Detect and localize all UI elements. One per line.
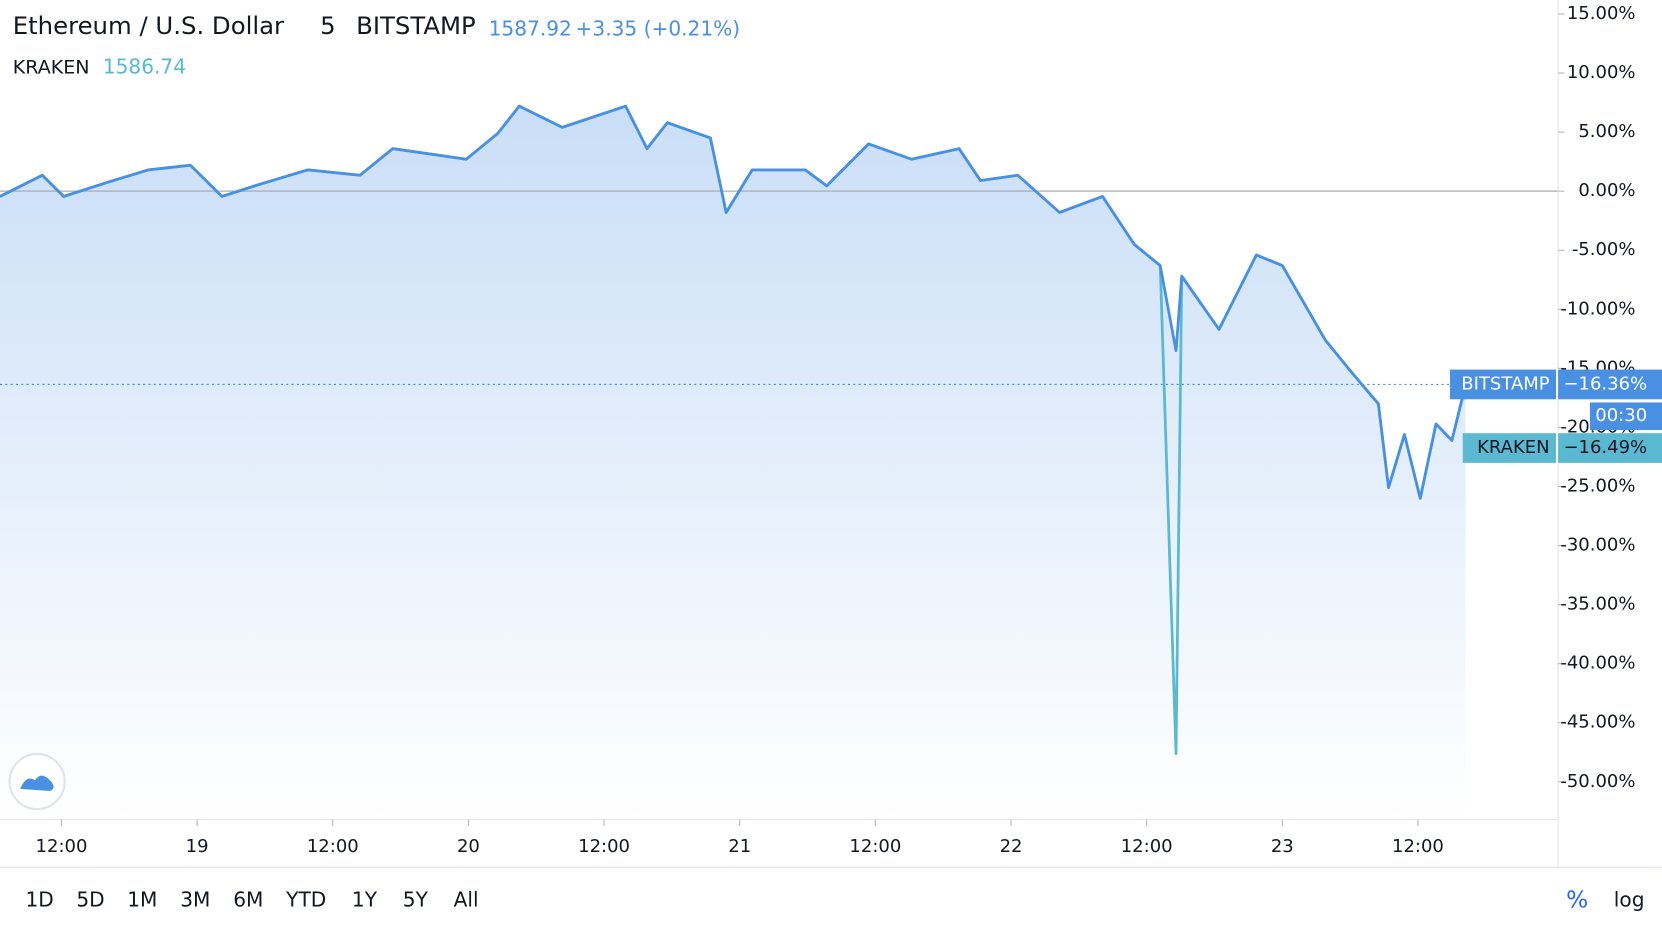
- y-tick-label: 15.00%: [1567, 3, 1636, 24]
- series-tag-label: KRAKEN: [1477, 437, 1550, 458]
- logo[interactable]: [8, 752, 66, 811]
- y-tick-label: -40.00%: [1560, 653, 1635, 674]
- countdown: 00:30: [1595, 405, 1647, 426]
- compare-price: 1586.74: [103, 55, 186, 79]
- percent-button[interactable]: %: [1566, 887, 1588, 914]
- x-tick-label: 12:00: [36, 836, 88, 857]
- value-tag: [1558, 433, 1662, 463]
- price: 1587.92: [489, 16, 572, 40]
- y-tick-label: 0.00%: [1578, 180, 1635, 201]
- x-tick-label: 22: [1000, 836, 1023, 857]
- compare-name: KRAKEN: [13, 57, 90, 79]
- series-tag: [1450, 369, 1557, 400]
- x-tick-label: 21: [728, 836, 751, 857]
- countdown-tag: [1589, 402, 1662, 431]
- value-tag-label: −16.49%: [1563, 437, 1647, 458]
- y-tick-label: -50.00%: [1560, 771, 1635, 792]
- range-button[interactable]: 6M: [233, 888, 263, 912]
- range-button[interactable]: 1D: [25, 888, 53, 912]
- y-tick-label: 5.00%: [1578, 121, 1635, 142]
- interval: 5: [320, 11, 336, 40]
- x-tick-label: 19: [186, 836, 209, 857]
- x-tick-label: 12:00: [307, 836, 359, 857]
- range-button[interactable]: 5D: [76, 888, 104, 912]
- chart-title: Ethereum / U.S. Dollar: [13, 11, 285, 40]
- value-tag-label: −16.36%: [1563, 373, 1647, 394]
- range-button[interactable]: YTD: [285, 888, 326, 912]
- range-button[interactable]: All: [454, 888, 479, 912]
- y-tick-label: -30.00%: [1560, 535, 1635, 556]
- toolbar: 1D 5D 1M 3M 6M YTD 1Y 5Y All% log: [25, 887, 1644, 914]
- x-tick-label: 12:00: [849, 836, 901, 857]
- plot-area: [0, 104, 1559, 820]
- range-button[interactable]: 1Y: [352, 888, 378, 912]
- x-tick-label: 23: [1271, 836, 1294, 857]
- y-tick-label: -5.00%: [1572, 239, 1636, 260]
- range-button[interactable]: 3M: [180, 888, 210, 912]
- exchange: BITSTAMP: [356, 11, 476, 40]
- x-tick-label: 20: [457, 836, 480, 857]
- area: [0, 106, 1466, 820]
- series-tag-label: BITSTAMP: [1461, 373, 1550, 394]
- log-button[interactable]: log: [1614, 888, 1645, 912]
- range-button[interactable]: 1M: [127, 888, 157, 912]
- range-button[interactable]: 5Y: [403, 888, 429, 912]
- x-tick-label: 12:00: [1392, 836, 1444, 857]
- x-tick-label: 12:00: [1121, 836, 1173, 857]
- series-tag: [1462, 433, 1557, 463]
- y-tick-label: -35.00%: [1560, 594, 1635, 615]
- y-tick-label: -10.00%: [1560, 298, 1635, 319]
- value-tag: [1558, 369, 1662, 400]
- y-tick-label: -45.00%: [1560, 712, 1635, 733]
- series-line: [0, 104, 1467, 500]
- y-tick-label: -25.00%: [1560, 475, 1635, 496]
- x-tick-label: 12:00: [578, 836, 630, 857]
- change: +3.35 (+0.21%): [576, 16, 741, 40]
- y-tick-label: 10.00%: [1567, 62, 1636, 83]
